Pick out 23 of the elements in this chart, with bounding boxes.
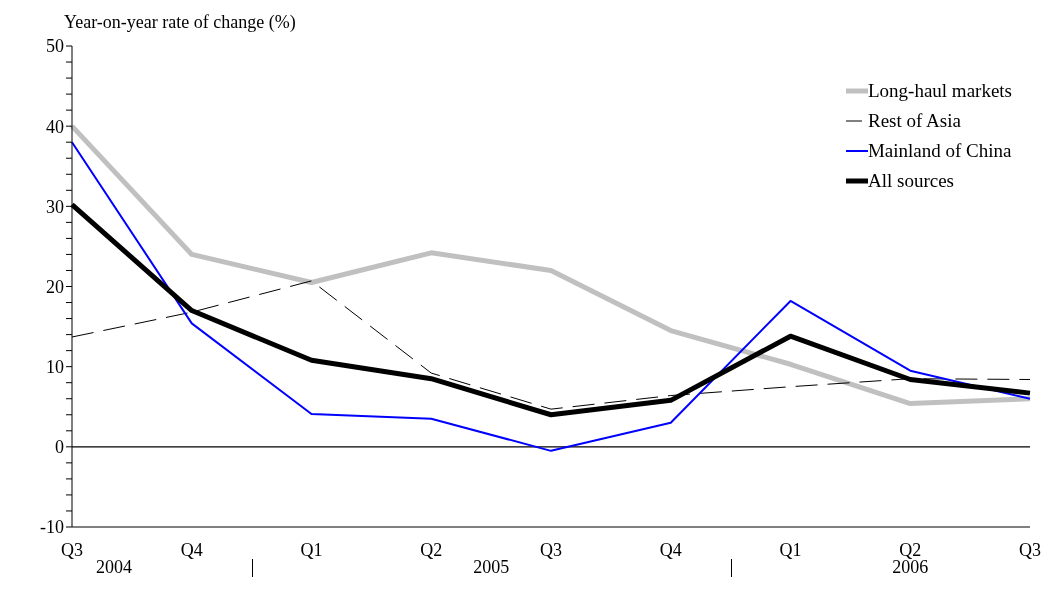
legend-label: Mainland of China (867, 139, 1012, 163)
legend-label: Long-haul markets (867, 79, 1012, 103)
x-tick-label: Q2 (420, 539, 443, 560)
y-tick-label: -10 (40, 517, 64, 538)
y-tick-label: 0 (55, 437, 64, 458)
y-tick-label: 30 (46, 196, 64, 217)
x-tick-label: Q1 (300, 539, 323, 560)
x-tick-label: Q3 (1019, 539, 1041, 560)
legend-label: All sources (867, 169, 954, 193)
y-tick-label: 20 (46, 276, 64, 297)
y-tick-label: 50 (46, 36, 64, 57)
y-axis-title: Year-on-year rate of change (%) (64, 12, 296, 33)
text: 2004 (95, 557, 132, 578)
y-tick-label: 40 (46, 116, 64, 137)
y-tick-label: 10 (46, 357, 64, 378)
x-tick-label: Q4 (659, 539, 682, 560)
x-tick-label: Q3 (61, 539, 83, 560)
x-tick-label: Q4 (180, 539, 203, 560)
x-tick-label: Q3 (540, 539, 562, 560)
legend-label: Rest of Asia (867, 109, 961, 133)
x-tick-label: Q1 (779, 539, 802, 560)
text: 2005 (473, 557, 510, 578)
x-tick-label: Q2 (899, 539, 922, 560)
